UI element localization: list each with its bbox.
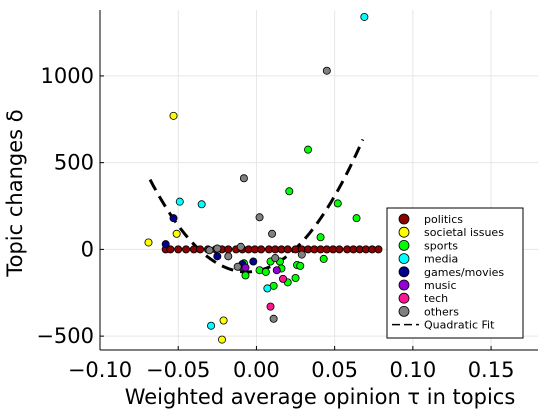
legend-marker: [398, 213, 410, 225]
x-tick-label: 0.00: [233, 358, 280, 382]
y-tick-label: 0: [81, 237, 94, 261]
legend-label: music: [424, 279, 457, 292]
point-media: [207, 321, 216, 330]
legend-marker: [398, 226, 410, 238]
point-societal-issues: [172, 229, 181, 238]
ticks: −0.10 −0.05 0.00 0.05 0.10 0.15 −500 0 500 1000: [36, 64, 514, 382]
point-sports: [285, 187, 294, 196]
point-politics: [182, 245, 191, 254]
point-politics: [257, 245, 266, 254]
point-tech: [279, 274, 288, 283]
point-music: [272, 266, 281, 275]
point-others: [224, 252, 233, 261]
legend-marker: [398, 266, 410, 278]
point-sports: [316, 233, 325, 242]
point-others: [236, 242, 245, 251]
point-tech: [266, 302, 275, 311]
axes: [99, 10, 538, 351]
point-games-movies: [249, 257, 258, 266]
point-societal-issues: [169, 111, 178, 120]
quadratic-fit-line: [148, 138, 365, 274]
point-others: [297, 250, 306, 259]
y-axis-title: Topic changes δ: [3, 109, 27, 277]
y-tick-label: −500: [36, 324, 94, 348]
legend-marker: [398, 279, 410, 291]
point-media: [360, 12, 369, 21]
point-sports: [296, 261, 305, 270]
legend-label: media: [424, 253, 458, 266]
legend-label: Quadratic Fit: [424, 319, 495, 332]
point-societal-issues: [219, 316, 228, 325]
point-others: [268, 229, 277, 238]
y-tick-label: 1000: [41, 64, 94, 88]
point-others: [205, 246, 214, 255]
point-politics: [335, 245, 344, 254]
legend-marker: [398, 239, 410, 251]
point-sports: [352, 214, 361, 223]
x-tick-label: 0.15: [468, 358, 515, 382]
point-music: [241, 263, 250, 272]
x-tick-label: 0.05: [311, 358, 358, 382]
point-others: [269, 314, 278, 323]
x-tick-label: −0.10: [68, 358, 132, 382]
point-others: [233, 262, 242, 271]
x-axis-title: Weighted average opinion τ in topics: [125, 385, 516, 409]
point-politics: [196, 245, 205, 254]
point-politics: [374, 245, 383, 254]
point-sports: [241, 271, 250, 280]
point-media: [175, 197, 184, 206]
legend-marker: [398, 253, 410, 265]
point-others: [271, 254, 280, 263]
points: [144, 12, 383, 344]
legend-box: [386, 207, 524, 339]
fit-layer: [148, 138, 365, 274]
y-tick-label: 500: [54, 151, 94, 175]
point-sports: [319, 254, 328, 263]
point-societal-issues: [144, 238, 153, 247]
point-sports: [261, 267, 270, 276]
point-games-movies: [169, 214, 178, 223]
point-sports: [291, 274, 300, 283]
point-politics: [174, 245, 183, 254]
legend-marker: [398, 292, 410, 304]
point-media: [197, 200, 206, 209]
point-sports: [304, 145, 313, 154]
legend-label: tech: [424, 292, 448, 305]
point-politics: [224, 245, 233, 254]
legend-label: politics: [424, 213, 463, 226]
point-others: [213, 244, 222, 253]
point-societal-issues: [218, 335, 227, 344]
x-tick-label: −0.05: [146, 358, 210, 382]
point-media: [263, 284, 272, 293]
legend-label: sports: [424, 239, 458, 252]
point-games-movies: [161, 240, 170, 249]
point-politics: [283, 245, 292, 254]
legend-label: games/movies: [424, 266, 504, 279]
point-sports: [333, 199, 342, 208]
legend-label: others: [424, 305, 459, 318]
point-others: [255, 213, 264, 222]
point-politics: [166, 245, 175, 254]
grid: [99, 10, 538, 350]
legend-label: societal issues: [424, 226, 504, 239]
x-tick-label: 0.10: [389, 358, 436, 382]
point-others: [322, 66, 331, 75]
legend-marker: [398, 305, 410, 317]
point-others: [239, 174, 248, 183]
point-games-movies: [213, 252, 222, 261]
